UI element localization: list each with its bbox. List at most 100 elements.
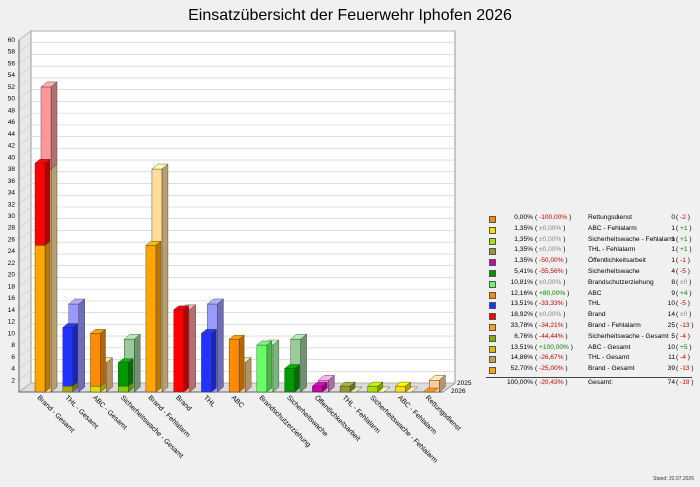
gridline-side <box>18 101 32 111</box>
legend-diff-value: -5 <box>680 267 686 275</box>
legend-swatch <box>489 345 496 353</box>
legend-percent: 1,35% <box>514 235 533 243</box>
bar-top <box>200 329 217 334</box>
bar-side <box>244 357 252 393</box>
bar-side <box>44 158 51 246</box>
legend-diff-value: ±0 <box>680 311 688 319</box>
legend-diff: ( -5 ) <box>676 300 690 308</box>
legend-change: ( -34,21% ) <box>535 321 568 329</box>
legend-diff: ( -13 ) <box>676 365 694 373</box>
legend-swatch <box>489 291 496 299</box>
legend-count: 5 <box>671 332 675 340</box>
legend-diff: ( -4 ) <box>676 354 690 362</box>
legend-name: Brand <box>588 311 606 319</box>
bar-2026 <box>228 334 245 393</box>
bar-2026 <box>394 381 412 393</box>
legend-diff: ( ±0 ) <box>676 311 692 319</box>
legend-count: 4 <box>671 267 675 275</box>
legend-percent: 33,78% <box>510 321 533 329</box>
bar-top <box>206 298 224 305</box>
y-tick-label: 54 <box>8 72 16 79</box>
gridline-side <box>18 288 32 299</box>
gridline-side <box>18 382 32 393</box>
legend-row: 1,35%( ±0,00% ) ABC - Fehlalarm 1( +1 ) <box>486 224 692 235</box>
bar-top <box>339 381 356 387</box>
y-tick-label: 18 <box>8 283 16 290</box>
bar-side <box>161 163 169 393</box>
legend-percent: 14,86% <box>510 354 533 362</box>
legend-count: 1 <box>671 257 675 265</box>
bar-top <box>151 163 169 170</box>
legend-diff-value: -19 <box>680 378 690 386</box>
bar-side <box>133 333 141 393</box>
legend-diff: ( -13 ) <box>676 321 694 329</box>
bar-top <box>145 241 162 246</box>
legend-diff: ( +1 ) <box>676 224 692 232</box>
bar-side <box>50 81 58 170</box>
bar-side <box>155 240 162 393</box>
y-tick-label: 50 <box>8 96 16 103</box>
legend-name: ABC <box>588 289 602 297</box>
legend-row: 6,76%( -44,44% ) Sicherheitswache - Gesam… <box>486 332 692 343</box>
legend-total-row: 100,00%( -20,43% ) Gesamt: 74( -19 ) <box>486 376 694 389</box>
bar-segment <box>367 385 378 393</box>
bar-top <box>40 81 58 88</box>
legend-row: 1,35%( -50,00% ) Öffentlichkeitsarbeit 1( … <box>486 256 692 267</box>
legend-change-value: -55,56% <box>539 267 564 275</box>
bar-top <box>290 334 308 340</box>
legend-change-value: -25,00% <box>539 365 564 373</box>
legend-percent: 1,35% <box>514 224 533 232</box>
bar-segment <box>256 344 268 393</box>
y-tick-label: 28 <box>8 225 16 232</box>
bar-side <box>272 339 280 393</box>
legend-change: ( -50,00% ) <box>535 257 568 265</box>
legend-change: ( -25,00% ) <box>535 365 568 373</box>
bar-segment <box>40 86 52 170</box>
bar-top <box>123 334 141 340</box>
bar-top <box>284 364 301 369</box>
legend-change: ( -44,44% ) <box>535 332 568 340</box>
legend-row: 14,86%( -26,67% ) THL - Gesamt 11( -4 ) <box>486 353 692 364</box>
y-tick-label: 30 <box>8 213 16 220</box>
gridline-side <box>18 159 32 170</box>
bar-2026 <box>200 328 217 393</box>
legend-percent: 5,41% <box>514 267 533 275</box>
legend-swatch <box>489 334 496 342</box>
y-tick-label: 44 <box>8 131 16 138</box>
legend-diff: ( ±0 ) <box>676 278 692 286</box>
gridline-side <box>18 77 32 88</box>
legend-name: Sicherheitswache - Fehlalarm <box>588 235 675 243</box>
legend-diff-value: -2 <box>680 214 686 221</box>
y-tick-label: 52 <box>8 84 16 91</box>
x-category-label: Brandschutzerziehung <box>257 394 311 448</box>
bar-2026 <box>89 328 107 393</box>
legend-change: ( -100,00% ) <box>535 214 572 221</box>
stand-date: Stand: 22.07.2026 <box>653 476 694 482</box>
legend-percent: 0,00% <box>514 214 533 221</box>
bar-2026 <box>34 158 51 393</box>
gridline-side <box>18 148 32 158</box>
legend-swatch <box>489 269 496 277</box>
legend-change: ( -26,67% ) <box>535 354 568 362</box>
legend-swatch <box>489 356 496 364</box>
legend-row: 12,16%( +80,00% ) ABC 9( +4 ) <box>486 289 692 300</box>
legend-diff-value: -4 <box>680 332 686 340</box>
bar-top <box>34 158 51 164</box>
legend-diff-value: +1 <box>680 224 688 232</box>
legend-name: Öffentlichkeitsarbeit <box>588 257 646 265</box>
gridline-side <box>18 324 32 334</box>
legend-row: 33,78%( -34,21% ) Brand - Fehlalarm 25( -1… <box>486 321 694 332</box>
legend-change-value: ±0,00% <box>539 278 562 286</box>
gridline-side <box>18 241 32 252</box>
gridline-side <box>18 312 32 322</box>
bar-segment <box>395 385 406 393</box>
bar-side <box>183 305 189 393</box>
legend-change: ( ±0,00% ) <box>535 311 566 319</box>
legend-count: 14 <box>667 311 675 319</box>
bar-2026 <box>145 240 162 393</box>
gridline-side <box>18 112 32 123</box>
legend-count: 1 <box>671 224 675 232</box>
y-tick-label: 8 <box>11 342 15 349</box>
legend-percent: 52,70% <box>510 365 533 373</box>
